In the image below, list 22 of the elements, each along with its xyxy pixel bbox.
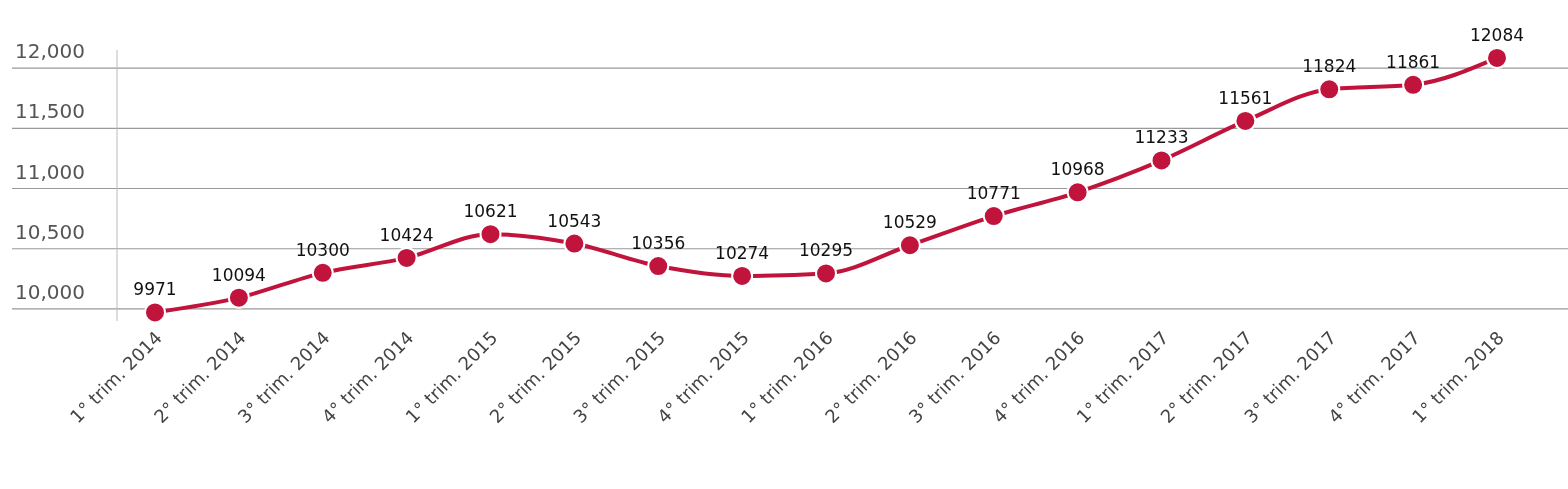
data-label: 12084 [1469, 24, 1525, 45]
data-label: 10968 [1050, 159, 1105, 180]
data-label: 10295 [798, 240, 854, 261]
data-label: 11561 [1218, 87, 1273, 108]
data-label: 10621 [463, 201, 518, 222]
y-tick-label: 11,000 [15, 159, 85, 184]
data-label: 11233 [1134, 127, 1189, 148]
data-label: 10300 [295, 239, 350, 260]
y-tick-label: 12,000 [15, 39, 85, 64]
data-label: 10771 [966, 183, 1021, 204]
y-tick-label: 11,500 [15, 99, 85, 124]
data-label: 10424 [379, 224, 434, 245]
data-label: 10356 [631, 233, 686, 254]
data-label: 9971 [133, 279, 177, 300]
y-tick-label: 10,500 [15, 219, 85, 244]
data-label: 10274 [715, 242, 770, 263]
data-label: 11824 [1302, 56, 1357, 77]
data-label: 10529 [882, 212, 937, 233]
data-label: 11861 [1386, 51, 1441, 72]
data-label: 10094 [211, 264, 266, 285]
data-label: 10543 [547, 210, 602, 231]
y-tick-label: 10,000 [15, 279, 85, 304]
